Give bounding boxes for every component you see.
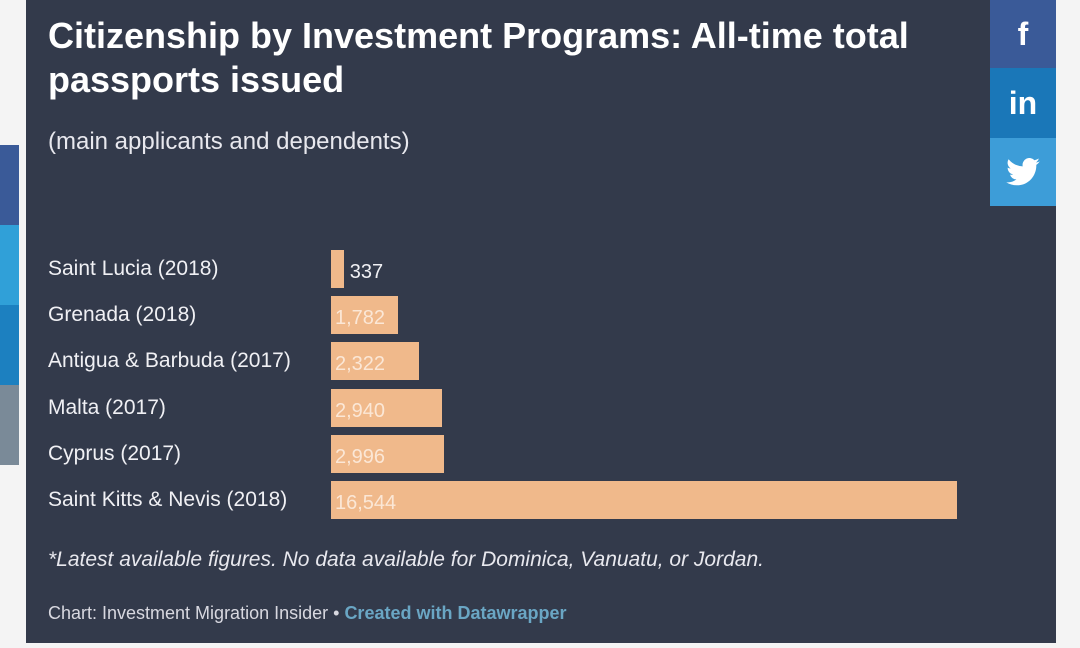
bar [331,481,957,519]
chart-source: Chart: Investment Migration Insider • Cr… [48,603,567,624]
chart-panel: Citizenship by Investment Programs: All-… [26,0,1056,643]
facebook-share-button[interactable]: f [990,0,1056,68]
twitter-icon [1006,158,1040,186]
datawrapper-link[interactable]: Created with Datawrapper [344,603,567,623]
bar [331,342,419,381]
value-label: 2,322 [335,353,386,376]
bar [331,388,443,427]
category-label: Saint Kitts & Nevis (2018) [48,488,288,511]
value-label: 1,782 [335,307,386,330]
side-share-facebook[interactable] [0,145,19,225]
category-label: Saint Lucia (2018) [48,257,219,280]
linkedin-share-button[interactable]: in [990,68,1056,138]
side-share-twitter[interactable] [0,225,19,305]
chart-note: *Latest available figures. No data avail… [48,548,764,571]
facebook-icon: f [1017,15,1029,52]
category-label: Antigua & Barbuda (2017) [48,349,291,373]
linkedin-icon: in [1008,84,1038,121]
bar [331,250,344,288]
value-label: 16,544 [335,492,397,514]
side-share-linkedin[interactable] [0,305,19,385]
twitter-share-button[interactable] [990,138,1056,206]
category-label: Grenada (2018) [48,303,197,327]
chart-title: Citizenship by Investment Programs: All-… [48,15,909,100]
category-label: Malta (2017) [48,395,166,419]
value-label: 337 [349,261,384,283]
side-share-more[interactable] [0,385,19,465]
bar [331,296,399,335]
value-label: 2,996 [335,445,386,468]
chart-subtitle: (main applicants and dependents) [48,128,410,155]
source-text: Chart: Investment Migration Insider • [48,603,340,623]
value-label: 2,940 [335,399,386,422]
bar [331,434,445,473]
category-label: Cyprus (2017) [48,441,182,465]
